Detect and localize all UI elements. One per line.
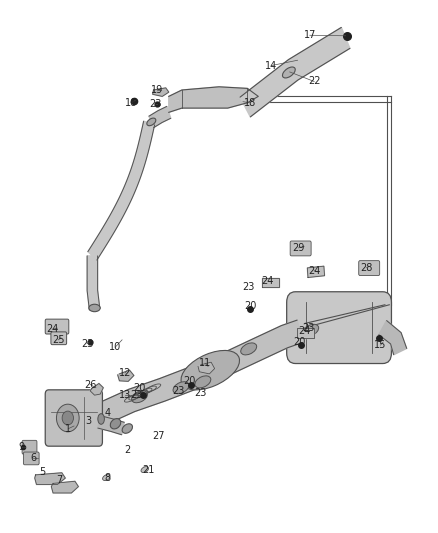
Text: 4: 4: [105, 408, 111, 418]
Polygon shape: [51, 481, 78, 493]
Text: 20: 20: [133, 383, 146, 393]
Text: 25: 25: [52, 335, 64, 345]
Polygon shape: [198, 362, 215, 374]
FancyBboxPatch shape: [45, 390, 102, 446]
Polygon shape: [297, 328, 314, 338]
FancyBboxPatch shape: [22, 440, 37, 454]
Text: 11: 11: [199, 358, 211, 368]
Polygon shape: [98, 416, 124, 435]
Polygon shape: [88, 121, 155, 260]
Text: 15: 15: [374, 340, 387, 350]
Text: 29: 29: [292, 243, 305, 253]
Text: 23: 23: [243, 282, 255, 292]
Text: 23: 23: [173, 386, 185, 397]
Text: 18: 18: [244, 98, 257, 108]
Text: 3: 3: [85, 416, 91, 426]
Text: 5: 5: [39, 467, 45, 477]
FancyBboxPatch shape: [23, 452, 39, 465]
Polygon shape: [152, 88, 169, 96]
Polygon shape: [379, 320, 406, 355]
Text: 6: 6: [30, 453, 36, 463]
Text: 9: 9: [18, 442, 25, 452]
Ellipse shape: [98, 414, 104, 424]
Ellipse shape: [195, 376, 211, 388]
Polygon shape: [307, 266, 325, 278]
Text: 2: 2: [124, 445, 131, 455]
Text: 24: 24: [262, 277, 274, 286]
Ellipse shape: [181, 351, 240, 390]
FancyBboxPatch shape: [359, 261, 380, 276]
Text: 20: 20: [183, 376, 195, 386]
Text: 27: 27: [152, 431, 165, 441]
Text: 24: 24: [46, 324, 58, 334]
Polygon shape: [90, 383, 103, 395]
Ellipse shape: [122, 424, 132, 433]
Ellipse shape: [283, 67, 295, 78]
Ellipse shape: [110, 418, 121, 429]
Polygon shape: [262, 278, 279, 287]
Text: 23: 23: [131, 390, 143, 400]
Text: 10: 10: [109, 342, 121, 352]
Text: 24: 24: [298, 326, 311, 336]
Polygon shape: [240, 27, 350, 117]
Ellipse shape: [62, 411, 74, 425]
Text: 7: 7: [57, 475, 63, 485]
Ellipse shape: [141, 466, 148, 473]
Ellipse shape: [89, 304, 100, 312]
FancyBboxPatch shape: [290, 241, 311, 256]
FancyBboxPatch shape: [287, 292, 392, 364]
Text: 20: 20: [244, 301, 257, 311]
Ellipse shape: [57, 404, 79, 432]
Text: 14: 14: [265, 61, 278, 70]
Text: 20: 20: [293, 337, 306, 347]
Text: 21: 21: [142, 465, 155, 474]
Text: 28: 28: [360, 263, 373, 272]
FancyBboxPatch shape: [51, 332, 67, 345]
Text: 22: 22: [308, 77, 321, 86]
Polygon shape: [87, 256, 100, 310]
Polygon shape: [149, 107, 171, 127]
Text: 16: 16: [125, 98, 137, 108]
Text: 23: 23: [149, 99, 162, 109]
Ellipse shape: [147, 118, 156, 126]
Polygon shape: [35, 473, 65, 484]
Text: 26: 26: [84, 379, 96, 390]
Text: 23: 23: [194, 388, 207, 398]
Text: 24: 24: [308, 266, 320, 276]
Text: 13: 13: [119, 390, 131, 400]
Ellipse shape: [131, 391, 148, 403]
Text: 8: 8: [105, 473, 111, 482]
Text: 12: 12: [119, 368, 131, 378]
Ellipse shape: [173, 382, 189, 394]
Text: 17: 17: [304, 30, 316, 41]
Text: 19: 19: [151, 85, 163, 95]
Text: 23: 23: [302, 322, 314, 333]
Text: 1: 1: [65, 424, 71, 434]
Ellipse shape: [241, 343, 257, 355]
Polygon shape: [118, 370, 134, 381]
Ellipse shape: [303, 324, 319, 336]
Text: 23: 23: [81, 338, 93, 349]
Polygon shape: [169, 87, 258, 112]
Polygon shape: [98, 320, 302, 425]
Ellipse shape: [102, 474, 110, 481]
FancyBboxPatch shape: [45, 319, 69, 334]
